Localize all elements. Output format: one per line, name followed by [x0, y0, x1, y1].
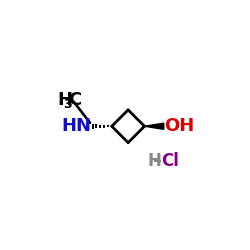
Text: C: C [68, 91, 81, 109]
Text: HN: HN [62, 117, 92, 135]
Text: 3: 3 [64, 98, 72, 111]
Text: H: H [58, 91, 73, 109]
Polygon shape [144, 123, 164, 129]
Text: Cl: Cl [161, 152, 179, 170]
Text: OH: OH [164, 117, 195, 135]
Text: H: H [148, 152, 161, 170]
